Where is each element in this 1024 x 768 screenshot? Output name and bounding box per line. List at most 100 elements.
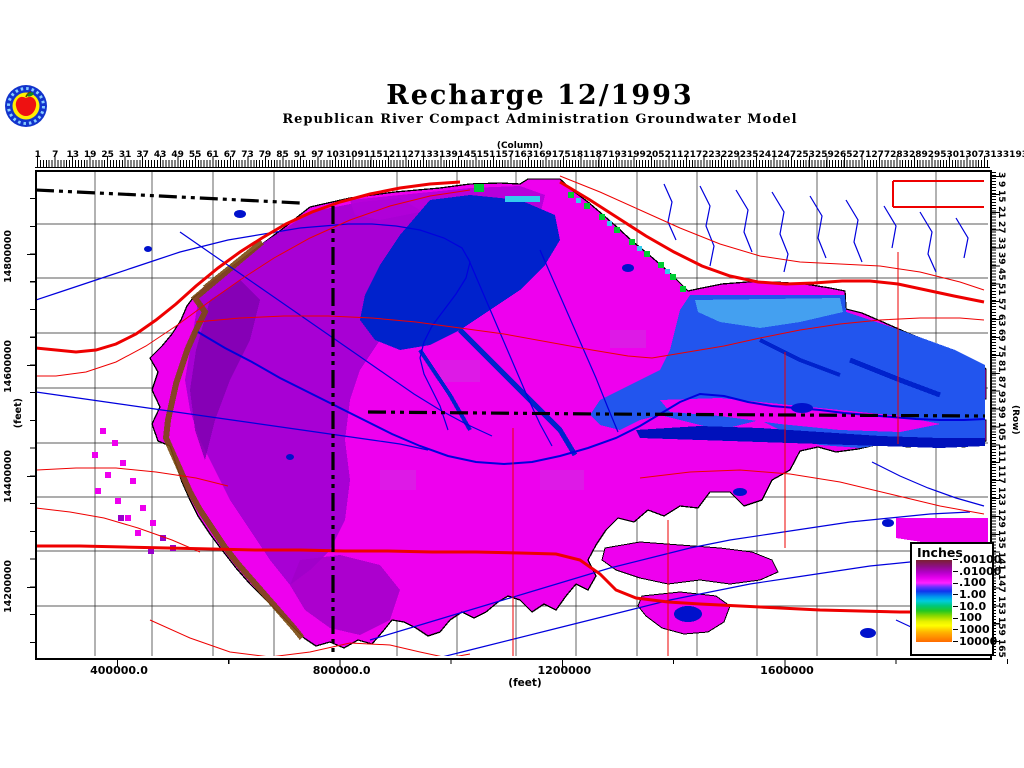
column-tick-label: 43 — [153, 150, 167, 160]
column-tick-label: 325 — [1022, 150, 1024, 160]
column-tick-label: 259 — [814, 150, 834, 160]
bottom-axis-major-ticks — [117, 659, 789, 667]
column-tick-label: 13 — [66, 150, 79, 160]
row-tick-label: 117 — [996, 465, 1006, 485]
column-tick-label: 127 — [401, 150, 421, 160]
row-tick-label: 63 — [996, 313, 1006, 327]
bottom-tick-label: 1600000 — [760, 664, 814, 677]
column-tick-label: 85 — [276, 150, 289, 160]
column-tick-label: 241 — [758, 150, 778, 160]
domain-west-brown-edge — [162, 239, 305, 640]
column-tick-label: 181 — [570, 150, 590, 160]
column-tick-label: 103 — [326, 150, 346, 160]
column-tick-label: 319 — [1002, 150, 1022, 160]
map-frame — [35, 170, 992, 660]
model-domain-layer — [92, 178, 988, 649]
column-tick-label: 211 — [664, 150, 684, 160]
left-tick-label: 14200000 — [2, 560, 14, 613]
column-tick-label: 229 — [720, 150, 740, 160]
row-axis-major-ticks — [991, 176, 1000, 654]
row-tick-label: 21 — [996, 205, 1006, 219]
column-axis-line — [35, 167, 990, 168]
row-axis-caption: (Row) — [1010, 405, 1020, 435]
column-tick-label: 271 — [852, 150, 872, 160]
page-title: Recharge 12/1993 — [386, 80, 694, 111]
agency-apple-logo-icon — [4, 84, 48, 128]
bottom-axis-tick-labels: 400000.0 800000.0 1200000 1600000 — [75, 664, 831, 677]
column-tick-label: 19 — [83, 150, 97, 160]
column-tick-label: 247 — [777, 150, 797, 160]
column-tick-label: 115 — [363, 150, 383, 160]
column-tick-label: 109 — [345, 150, 364, 160]
legend-entry-label: 100 — [953, 612, 1002, 625]
column-tick-label: 61 — [206, 150, 219, 160]
legend-title: Inches — [917, 545, 963, 560]
legend-entry-label: .100 — [953, 577, 1002, 590]
column-tick-label: 199 — [626, 150, 646, 160]
column-tick-label: 235 — [739, 150, 759, 160]
column-tick-label: 223 — [702, 150, 721, 160]
left-tick-label: 14600000 — [2, 340, 14, 393]
legend-entries: .00100.01000.100 1.00 10.0 100 1000 10000 — [953, 554, 1002, 648]
row-tick-label: 51 — [996, 282, 1006, 296]
left-tick-label: 14800000 — [2, 230, 14, 283]
column-tick-label: 133 — [420, 150, 440, 160]
column-tick-label: 307 — [965, 150, 985, 160]
left-tick-label: 14400000 — [2, 450, 14, 503]
column-tick-label: 163 — [514, 150, 533, 160]
column-tick-label: 301 — [946, 150, 966, 160]
column-tick-label: 313 — [984, 150, 1003, 160]
left-axis-caption: (feet) — [13, 398, 24, 429]
column-tick-label: 67 — [223, 150, 237, 160]
row-tick-label: 27 — [996, 221, 1006, 234]
row-tick-label: 93 — [996, 391, 1006, 404]
legend-entry-label: 10000 — [953, 636, 1002, 648]
column-axis-tick-labels: 1 7 13 19 25 31 37 43 49 55 61 67 73 79 85 91 97 103 109 11… — [29, 150, 1024, 160]
column-tick-label: 73 — [241, 150, 254, 160]
column-axis-minor-ticks — [37, 160, 990, 167]
row-tick-label: 45 — [996, 267, 1006, 281]
column-tick-label: 193 — [608, 150, 627, 160]
column-tick-label: 91 — [293, 150, 307, 160]
column-tick-label: 55 — [188, 150, 202, 160]
column-tick-label: 265 — [833, 150, 853, 160]
legend-entry-label: 1.00 — [953, 589, 1002, 601]
column-tick-label: 289 — [908, 150, 928, 160]
column-tick-label: 253 — [796, 150, 815, 160]
row-tick-label: 39 — [996, 252, 1006, 265]
bottom-tick-label: 1200000 — [537, 664, 592, 677]
lakes-layer — [144, 210, 894, 638]
column-tick-label: 139 — [439, 150, 458, 160]
roads-layer — [37, 175, 985, 656]
column-tick-label: 217 — [683, 150, 703, 160]
row-tick-label: 81 — [996, 360, 1006, 373]
column-tick-label: 1 — [34, 150, 41, 160]
row-tick-label: 57 — [996, 298, 1006, 311]
bottom-tick-label: 800000.0 — [312, 664, 371, 677]
column-tick-label: 145 — [457, 150, 477, 160]
column-tick-label: 97 — [311, 150, 324, 160]
page-subtitle: Republican River Compact Administration … — [282, 112, 798, 127]
column-tick-label: 49 — [171, 150, 184, 160]
row-tick-label: 69 — [996, 329, 1006, 342]
legend-entry-label: 10.0 — [953, 601, 1002, 613]
row-tick-label: 165 — [996, 638, 1006, 658]
row-tick-label: 9 — [996, 181, 1006, 188]
legend-colorbar — [916, 560, 952, 642]
column-tick-label: 79 — [258, 150, 272, 160]
left-axis-major-ticks — [27, 254, 35, 594]
column-tick-label: 277 — [871, 150, 891, 160]
row-tick-label: 105 — [996, 421, 1006, 441]
row-tick-label: 135 — [996, 530, 1006, 550]
column-tick-label: 295 — [927, 150, 947, 160]
column-tick-label: 283 — [890, 150, 909, 160]
row-tick-label: 15 — [996, 190, 1006, 203]
legend-entry-label: .01000 — [953, 565, 1002, 578]
row-tick-label: 33 — [996, 236, 1006, 250]
column-tick-label: 187 — [589, 150, 609, 160]
row-tick-label: 99 — [996, 406, 1006, 419]
column-tick-label: 169 — [533, 150, 552, 160]
row-tick-label: 111 — [996, 443, 1006, 463]
